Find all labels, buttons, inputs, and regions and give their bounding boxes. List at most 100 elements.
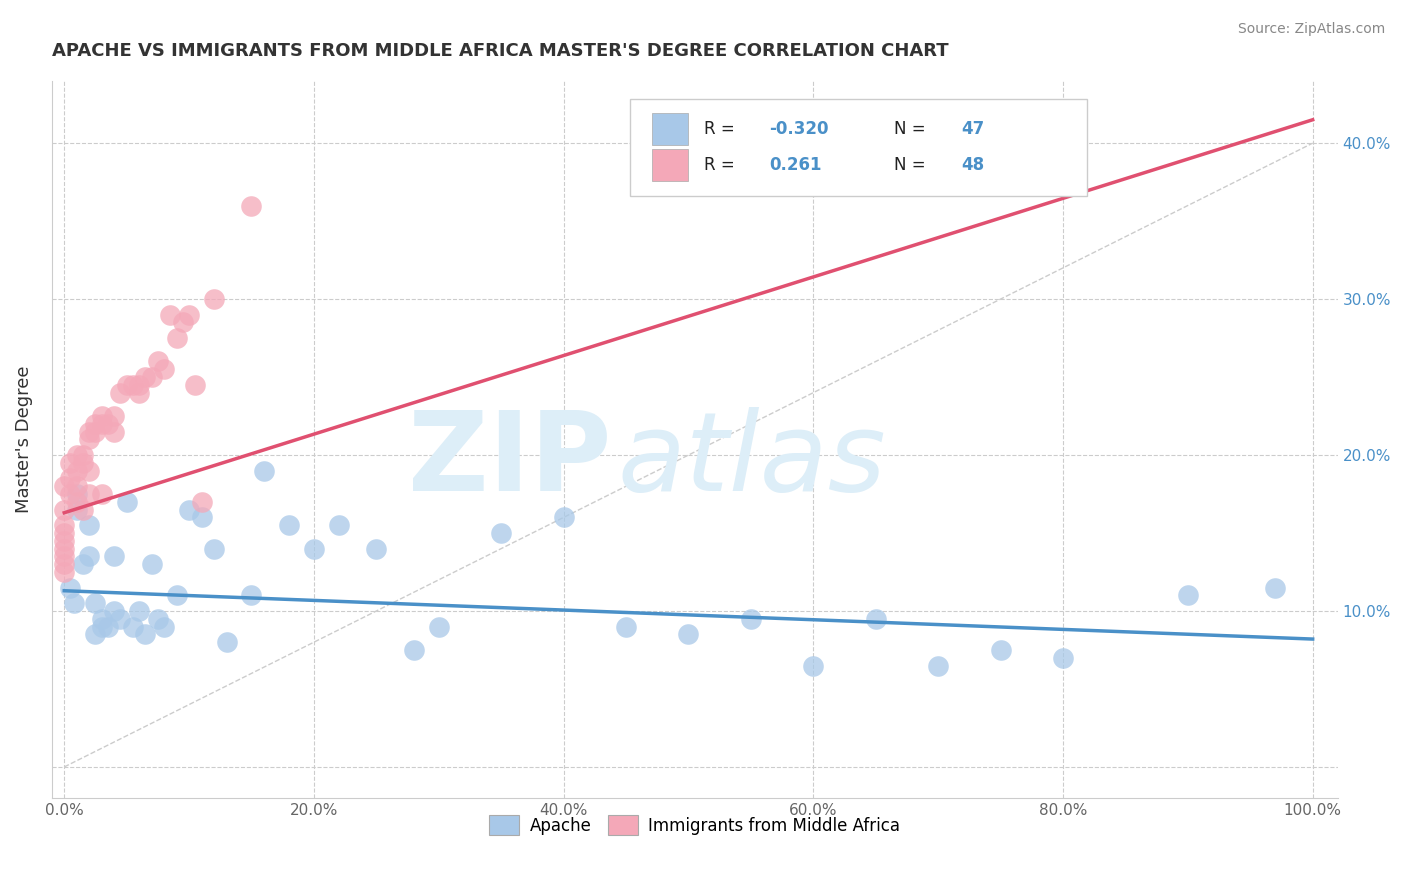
Text: N =: N =: [894, 120, 931, 138]
Point: [103, 604, 125, 618]
Text: ZIP: ZIP: [408, 408, 612, 515]
Point: [489, 526, 512, 541]
Point: [128, 604, 150, 618]
Point: [177, 308, 200, 322]
Point: [84, 596, 107, 610]
Point: [66, 464, 89, 478]
Point: [1264, 581, 1286, 595]
FancyBboxPatch shape: [652, 113, 689, 145]
Point: [115, 495, 138, 509]
Point: [103, 425, 125, 439]
Point: [614, 619, 637, 633]
Point: [278, 518, 301, 533]
Point: [77, 518, 100, 533]
Point: [66, 448, 89, 462]
Point: [927, 658, 949, 673]
Point: [184, 377, 207, 392]
Text: -0.320: -0.320: [769, 120, 828, 138]
Point: [77, 549, 100, 564]
Point: [66, 502, 89, 516]
Point: [53, 565, 76, 579]
Point: [72, 456, 94, 470]
Point: [128, 377, 150, 392]
Point: [90, 619, 112, 633]
Point: [53, 558, 76, 572]
Point: [72, 448, 94, 462]
Point: [72, 558, 94, 572]
Text: R =: R =: [703, 120, 740, 138]
Point: [77, 487, 100, 501]
Point: [66, 495, 89, 509]
Point: [128, 385, 150, 400]
Point: [253, 464, 276, 478]
Legend: Apache, Immigrants from Middle Africa: Apache, Immigrants from Middle Africa: [481, 806, 908, 844]
Point: [77, 433, 100, 447]
Point: [134, 627, 156, 641]
Text: 47: 47: [960, 120, 984, 138]
Point: [553, 510, 575, 524]
Point: [402, 643, 425, 657]
Point: [141, 558, 163, 572]
Point: [153, 362, 176, 376]
FancyBboxPatch shape: [630, 99, 1087, 195]
Point: [59, 581, 82, 595]
Point: [66, 487, 89, 501]
Point: [159, 308, 181, 322]
Point: [153, 619, 176, 633]
Point: [122, 619, 145, 633]
Point: [97, 417, 120, 431]
Point: [97, 619, 120, 633]
Point: [990, 643, 1012, 657]
Point: [53, 518, 76, 533]
Point: [166, 588, 188, 602]
Point: [77, 425, 100, 439]
Point: [103, 409, 125, 423]
Point: [190, 495, 212, 509]
Point: [1052, 650, 1074, 665]
Point: [90, 417, 112, 431]
Point: [59, 456, 82, 470]
Point: [90, 487, 112, 501]
Point: [63, 596, 86, 610]
Point: [740, 612, 762, 626]
Point: [801, 658, 824, 673]
Point: [240, 588, 263, 602]
Point: [146, 612, 169, 626]
Point: [122, 377, 145, 392]
Point: [134, 370, 156, 384]
Point: [115, 377, 138, 392]
Point: [190, 510, 212, 524]
Point: [1177, 588, 1199, 602]
Point: [427, 619, 450, 633]
FancyBboxPatch shape: [652, 149, 689, 181]
Point: [366, 541, 388, 556]
Point: [53, 479, 76, 493]
Point: [110, 385, 132, 400]
Point: [53, 502, 76, 516]
Point: [77, 464, 100, 478]
Point: [166, 331, 188, 345]
Point: [53, 533, 76, 548]
Point: [678, 627, 700, 641]
Point: [53, 526, 76, 541]
Point: [302, 541, 325, 556]
Point: [84, 417, 107, 431]
Text: R =: R =: [703, 156, 740, 174]
Text: 0.261: 0.261: [769, 156, 821, 174]
Point: [202, 541, 225, 556]
Point: [865, 612, 887, 626]
Text: atlas: atlas: [617, 408, 886, 515]
Point: [328, 518, 350, 533]
Point: [84, 425, 107, 439]
Text: APACHE VS IMMIGRANTS FROM MIDDLE AFRICA MASTER'S DEGREE CORRELATION CHART: APACHE VS IMMIGRANTS FROM MIDDLE AFRICA …: [52, 42, 949, 60]
Point: [72, 502, 94, 516]
Point: [59, 487, 82, 501]
Point: [90, 612, 112, 626]
Point: [84, 627, 107, 641]
Y-axis label: Master's Degree: Master's Degree: [15, 366, 32, 513]
Point: [103, 549, 125, 564]
Point: [177, 502, 200, 516]
Point: [215, 635, 238, 649]
Text: Source: ZipAtlas.com: Source: ZipAtlas.com: [1237, 22, 1385, 37]
Point: [66, 479, 89, 493]
